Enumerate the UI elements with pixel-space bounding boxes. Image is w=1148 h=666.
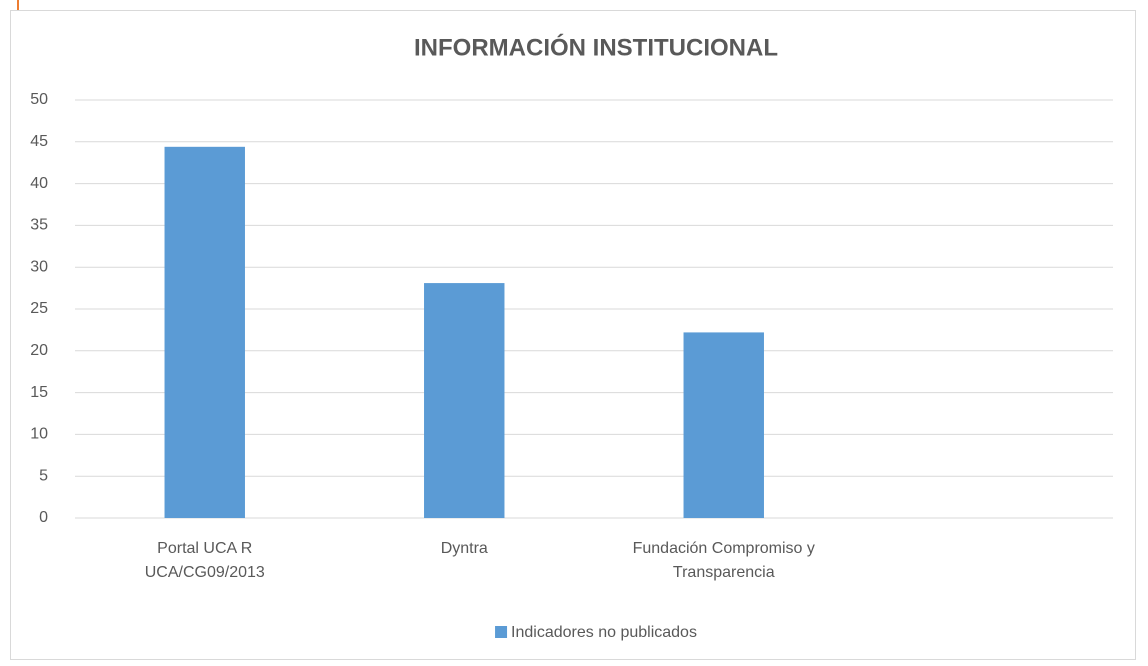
y-tick-label: 50 <box>30 91 48 108</box>
y-tick-label: 10 <box>30 426 48 443</box>
y-tick-label: 25 <box>30 300 48 317</box>
bar <box>424 283 505 518</box>
x-tick-label: Dyntra <box>440 540 488 557</box>
x-tick-label: Portal UCA R UCA/CG09/2013 <box>144 540 265 581</box>
y-tick-label: 5 <box>39 467 48 484</box>
y-tick-label: 30 <box>30 258 48 275</box>
y-tick-label: 45 <box>30 133 48 150</box>
chart-title: INFORMACIÓN INSTITUCIONAL <box>414 33 778 61</box>
legend-label: Indicadores no publicados <box>511 624 697 641</box>
bar <box>683 332 764 518</box>
y-tick-label: 0 <box>39 509 48 526</box>
y-tick-label: 20 <box>30 342 48 359</box>
y-tick-label: 35 <box>30 217 48 234</box>
y-tick-label: 15 <box>30 384 48 401</box>
y-tick-label: 40 <box>30 175 48 192</box>
bar <box>164 146 245 519</box>
x-tick-label: Fundación Compromiso y Transparencia <box>632 540 815 581</box>
legend-swatch <box>495 626 508 638</box>
